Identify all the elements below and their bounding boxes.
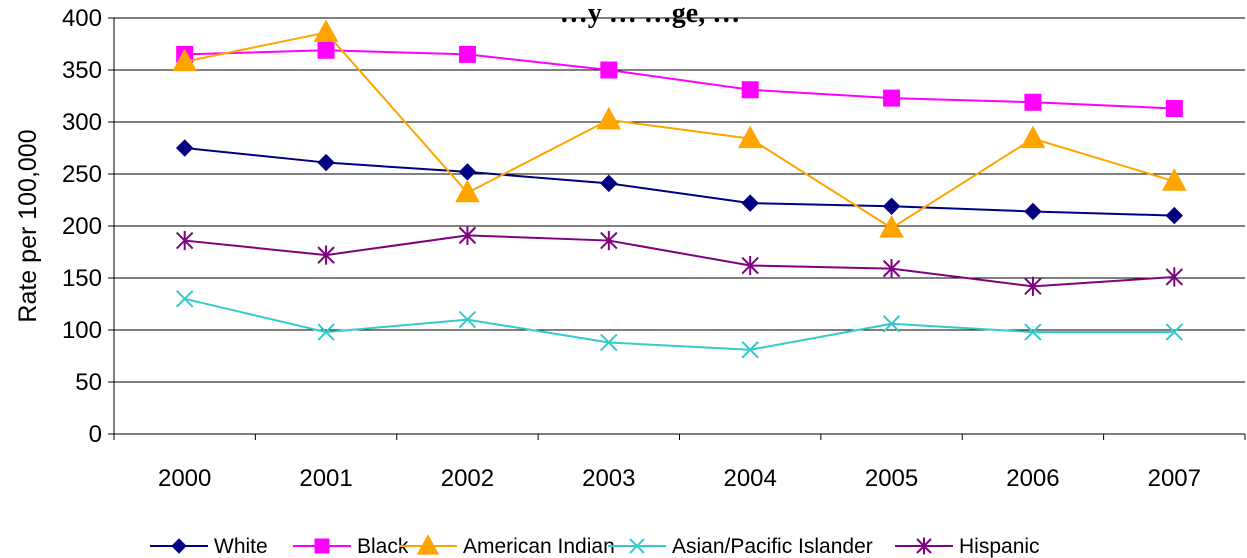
data-point — [175, 230, 194, 251]
data-point — [741, 81, 759, 99]
data-point — [458, 163, 477, 181]
legend-item: Asian/Pacific Islander — [608, 535, 873, 558]
x-tick-label: 2000 — [158, 465, 211, 492]
axes — [108, 17, 1246, 440]
data-point — [600, 230, 618, 251]
y-tick-label: 250 — [62, 161, 102, 188]
series-line — [184, 49, 1175, 110]
legend-label: Black — [357, 535, 409, 558]
data-point — [600, 174, 618, 193]
series-line — [184, 297, 1175, 351]
x-tick-label: 2001 — [299, 465, 352, 492]
legend-item: White — [150, 535, 268, 558]
series-asian-pacific-islander — [175, 290, 1184, 359]
series-black — [176, 41, 1183, 117]
x-tick-label: 2006 — [1006, 465, 1059, 492]
data-point — [172, 48, 198, 72]
data-point — [1024, 93, 1042, 111]
y-tick-label: 400 — [62, 5, 102, 32]
legend-marker — [629, 538, 645, 554]
data-point — [317, 245, 335, 265]
legend-label: Asian/Pacific Islander — [672, 535, 873, 558]
data-point — [455, 179, 480, 203]
data-point — [883, 89, 901, 107]
x-tick-label: 2003 — [582, 465, 635, 492]
legend-marker — [416, 534, 440, 555]
legend-marker — [171, 538, 187, 554]
data-point — [882, 197, 901, 215]
series-line — [184, 147, 1175, 217]
data-point — [317, 41, 335, 59]
y-tick-label: 50 — [75, 369, 102, 396]
data-point — [313, 19, 339, 43]
series-white — [175, 139, 1184, 225]
data-point — [600, 61, 618, 79]
legend-label: American Indian — [463, 535, 615, 558]
data-point — [1161, 168, 1187, 191]
legend-marker — [916, 537, 932, 555]
data-point — [1165, 267, 1184, 287]
legend-item: Hispanic — [895, 535, 1040, 558]
data-point — [879, 215, 904, 238]
legend-label: White — [214, 535, 268, 558]
gridlines — [114, 17, 1245, 383]
data-point — [1165, 323, 1184, 341]
data-point — [1165, 99, 1183, 117]
data-point — [882, 259, 901, 279]
data-point — [596, 106, 622, 130]
data-point — [1165, 206, 1184, 225]
data-point — [741, 194, 759, 212]
legend-item: Black — [293, 535, 409, 558]
x-tick-label: 2004 — [723, 465, 776, 492]
legend-label: Hispanic — [959, 535, 1040, 558]
data-point — [458, 310, 477, 329]
y-tick-labels: 0 50 100 150 200 250 300 350 400 — [62, 5, 102, 448]
data-point — [741, 255, 759, 276]
data-point — [1024, 323, 1042, 341]
data-point — [1024, 202, 1042, 221]
y-tick-label: 200 — [62, 213, 102, 240]
y-tick-label: 300 — [62, 109, 102, 136]
x-tick-labels: 2000 2001 2002 2003 2004 2005 2006 2007 — [158, 465, 1201, 492]
y-tick-label: 0 — [89, 421, 102, 448]
series-lines — [172, 19, 1187, 359]
y-tick-label: 150 — [62, 265, 102, 292]
chart-title: …y … …ge, … — [560, 0, 740, 29]
data-point — [175, 139, 194, 157]
data-point — [600, 333, 618, 352]
data-point — [882, 315, 901, 333]
data-point — [458, 45, 476, 63]
y-tick-label: 350 — [62, 57, 102, 84]
series-line — [184, 234, 1175, 288]
legend-item: American Indian — [399, 534, 615, 558]
data-point — [741, 341, 759, 359]
x-tick-label: 2007 — [1148, 465, 1201, 492]
data-point — [175, 290, 194, 308]
y-axis-title: Rate per 100,000 — [14, 129, 42, 322]
series-american-indian — [172, 19, 1187, 238]
data-point — [1020, 125, 1046, 149]
legend-marker — [314, 538, 330, 554]
data-point — [458, 225, 477, 245]
series-hispanic — [175, 225, 1184, 296]
x-tick-label: 2005 — [865, 465, 918, 492]
data-point — [317, 153, 335, 172]
data-point — [1024, 276, 1042, 296]
data-point — [737, 125, 763, 149]
series-line — [184, 31, 1175, 230]
y-tick-label: 100 — [62, 317, 102, 344]
legend: White Black American Indian Asian/Pacific I… — [150, 534, 1040, 558]
x-tick-label: 2002 — [441, 465, 494, 492]
data-point — [317, 323, 335, 341]
